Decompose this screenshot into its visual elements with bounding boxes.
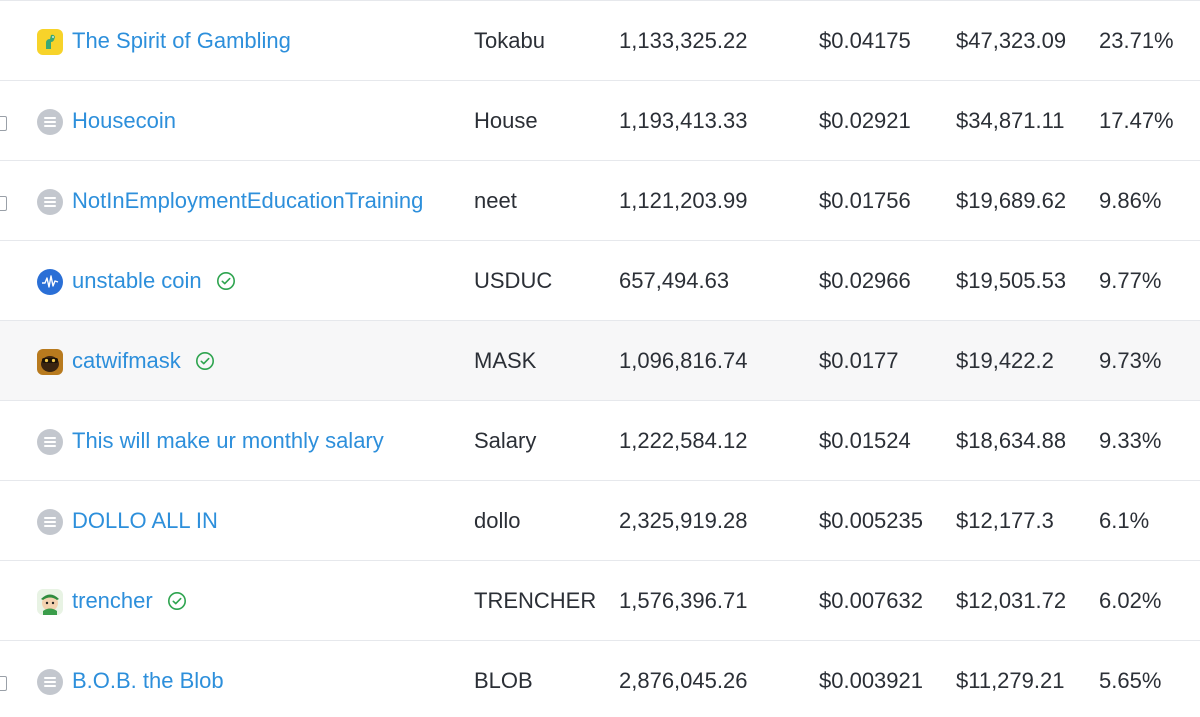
- token-percent: 9.73%: [1099, 348, 1162, 373]
- token-symbol: USDUC: [474, 268, 553, 293]
- token-percent: 5.65%: [1099, 668, 1162, 693]
- token-quantity: 1,193,413.33: [619, 108, 748, 133]
- table-row: trencher TRENCHER 1,576,396.71 $0.007632…: [0, 561, 1200, 641]
- token-symbol: Salary: [474, 428, 537, 453]
- solana-icon: [37, 509, 63, 535]
- token-value: $11,279.21: [956, 668, 1065, 693]
- cat-icon: [37, 349, 63, 375]
- solana-icon: [37, 109, 63, 135]
- token-symbol: House: [474, 108, 538, 133]
- token-quantity: 1,096,816.74: [619, 348, 748, 373]
- token-value: $18,634.88: [956, 428, 1067, 453]
- solana-icon: [37, 189, 63, 215]
- token-quantity: 657,494.63: [619, 268, 730, 293]
- table-row: DOLLO ALL IN dollo 2,325,919.28 $0.00523…: [0, 481, 1200, 561]
- table-row: B.O.B. the Blob BLOB 2,876,045.26 $0.003…: [0, 641, 1200, 717]
- solana-icon: [37, 669, 63, 695]
- token-quantity: 1,576,396.71: [619, 588, 748, 613]
- token-name-text[interactable]: unstable coin: [72, 268, 202, 293]
- token-percent: 23.71%: [1099, 28, 1174, 53]
- table-row: NotInEmploymentEducationTraining neet 1,…: [0, 161, 1200, 241]
- token-price: $0.01524: [819, 428, 911, 453]
- token-symbol: TRENCHER: [474, 588, 597, 613]
- token-name-link[interactable]: NotInEmploymentEducationTraining: [72, 188, 424, 213]
- token-symbol: neet: [474, 188, 517, 213]
- dino-icon: [37, 29, 63, 55]
- token-price: $0.02966: [819, 268, 911, 293]
- table-row: Housecoin House 1,193,413.33 $0.02921 $3…: [0, 81, 1200, 161]
- token-percent: 9.33%: [1099, 428, 1162, 453]
- token-percent: 9.86%: [1099, 188, 1162, 213]
- token-name-link[interactable]: catwifmask: [72, 321, 215, 400]
- token-price: $0.02921: [819, 108, 911, 133]
- token-quantity: 1,133,325.22: [619, 28, 748, 53]
- token-quantity: 1,222,584.12: [619, 428, 748, 453]
- token-price: $0.0177: [819, 348, 899, 373]
- table-row: This will make ur monthly salary Salary …: [0, 401, 1200, 481]
- wave-icon: [37, 269, 63, 295]
- token-name-text[interactable]: catwifmask: [72, 348, 181, 373]
- solana-icon: [37, 429, 63, 455]
- token-name-link[interactable]: trencher: [72, 561, 187, 640]
- token-value: $19,422.2: [956, 348, 1054, 373]
- token-symbol: BLOB: [474, 668, 533, 693]
- token-quantity: 2,876,045.26: [619, 668, 748, 693]
- token-quantity: 1,121,203.99: [619, 188, 748, 213]
- token-value: $19,505.53: [956, 268, 1067, 293]
- token-price: $0.007632: [819, 588, 923, 613]
- token-percent: 6.1%: [1099, 508, 1150, 533]
- token-price: $0.005235: [819, 508, 923, 533]
- token-price: $0.003921: [819, 668, 923, 693]
- token-name-link[interactable]: B.O.B. the Blob: [72, 668, 224, 693]
- token-percent: 17.47%: [1099, 108, 1174, 133]
- token-symbol: Tokabu: [474, 28, 545, 53]
- token-symbol: MASK: [474, 348, 537, 373]
- token-name-link[interactable]: DOLLO ALL IN: [72, 508, 218, 533]
- copy-icon[interactable]: [0, 676, 7, 691]
- verified-check-icon: [167, 591, 186, 610]
- token-name-link[interactable]: Housecoin: [72, 108, 176, 133]
- token-value: $19,689.62: [956, 188, 1067, 213]
- token-quantity: 2,325,919.28: [619, 508, 748, 533]
- verified-check-icon: [216, 271, 235, 290]
- token-percent: 9.77%: [1099, 268, 1162, 293]
- token-price: $0.04175: [819, 28, 911, 53]
- copy-icon[interactable]: [0, 116, 7, 131]
- token-percent: 6.02%: [1099, 588, 1162, 613]
- table-row: The Spirit of Gambling Tokabu 1,133,325.…: [0, 1, 1200, 81]
- token-value: $12,031.72: [956, 588, 1067, 613]
- table-row: unstable coin USDUC 657,494.63 $0.02966 …: [0, 241, 1200, 321]
- table-row: catwifmask MASK 1,096,816.74 $0.0177 $19…: [0, 321, 1200, 401]
- top-divider: [0, 0, 1200, 1]
- token-value: $34,871.11: [956, 108, 1065, 133]
- token-name-link[interactable]: The Spirit of Gambling: [72, 28, 291, 53]
- token-price: $0.01756: [819, 188, 911, 213]
- verified-check-icon: [195, 351, 214, 370]
- token-name-text[interactable]: trencher: [72, 588, 153, 613]
- token-value: $47,323.09: [956, 28, 1067, 53]
- trencher-icon: [37, 589, 63, 615]
- token-value: $12,177.3: [956, 508, 1054, 533]
- token-name-link[interactable]: This will make ur monthly salary: [72, 428, 384, 453]
- token-symbol: dollo: [474, 508, 521, 533]
- copy-icon[interactable]: [0, 196, 7, 211]
- token-name-link[interactable]: unstable coin: [72, 241, 236, 320]
